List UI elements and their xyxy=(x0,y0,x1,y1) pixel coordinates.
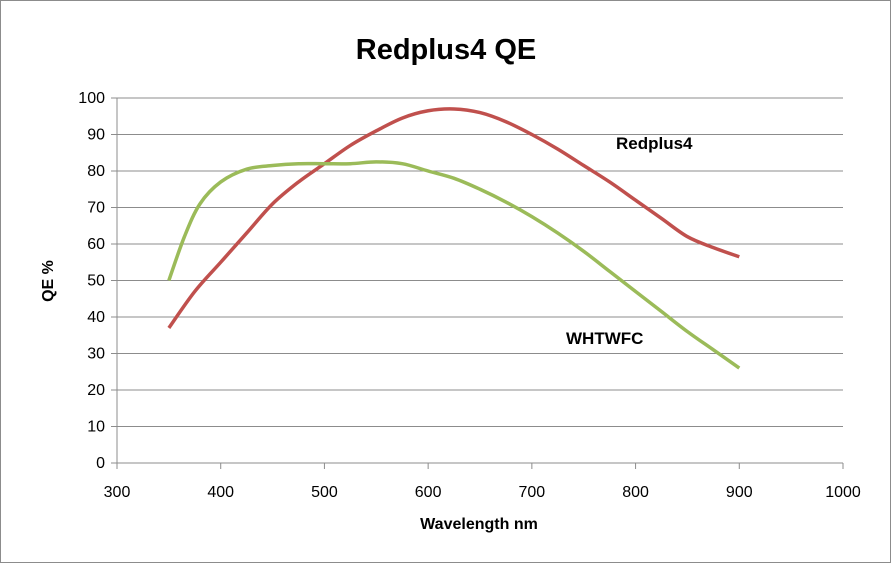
series-lines xyxy=(167,107,741,370)
y-axis-label: QE % xyxy=(40,260,57,302)
y-tick-label-100: 100 xyxy=(78,90,105,107)
y-tick-label-80: 80 xyxy=(87,163,105,180)
series-label-redplus4: Redplus4 xyxy=(616,134,693,153)
y-tick-label-40: 40 xyxy=(87,309,105,326)
axes xyxy=(111,97,844,469)
x-axis-label: Wavelength nm xyxy=(420,516,538,533)
y-tick-label-20: 20 xyxy=(87,382,105,399)
gridlines xyxy=(117,97,843,427)
y-tick-label-90: 90 xyxy=(87,127,105,144)
chart-title: Redplus4 QE xyxy=(356,34,537,66)
x-tick-label-500: 500 xyxy=(311,484,338,501)
series-line-redplus4 xyxy=(167,107,740,329)
x-tick-label-800: 800 xyxy=(622,484,649,501)
y-tick-label-50: 50 xyxy=(87,273,105,290)
x-tick-label-600: 600 xyxy=(415,484,442,501)
x-tick-label-300: 300 xyxy=(104,484,131,501)
x-tick-label-900: 900 xyxy=(726,484,753,501)
y-tick-label-60: 60 xyxy=(87,236,105,253)
x-tick-label-700: 700 xyxy=(519,484,546,501)
y-tick-label-0: 0 xyxy=(96,455,105,472)
series-label-whtwfc: WHTWFC xyxy=(566,329,643,348)
x-tick-label-1000: 1000 xyxy=(825,484,861,501)
y-tick-label-30: 30 xyxy=(87,346,105,363)
series-line-whtwfc xyxy=(167,160,741,370)
y-tick-label-10: 10 xyxy=(87,419,105,436)
y-tick-label-70: 70 xyxy=(87,200,105,217)
x-tick-labels: 300 400 500 600 700 800 900 1000 xyxy=(104,484,861,501)
x-tick-label-400: 400 xyxy=(207,484,234,501)
y-tick-labels: 0 10 20 30 40 50 60 70 80 90 100 xyxy=(78,90,105,472)
